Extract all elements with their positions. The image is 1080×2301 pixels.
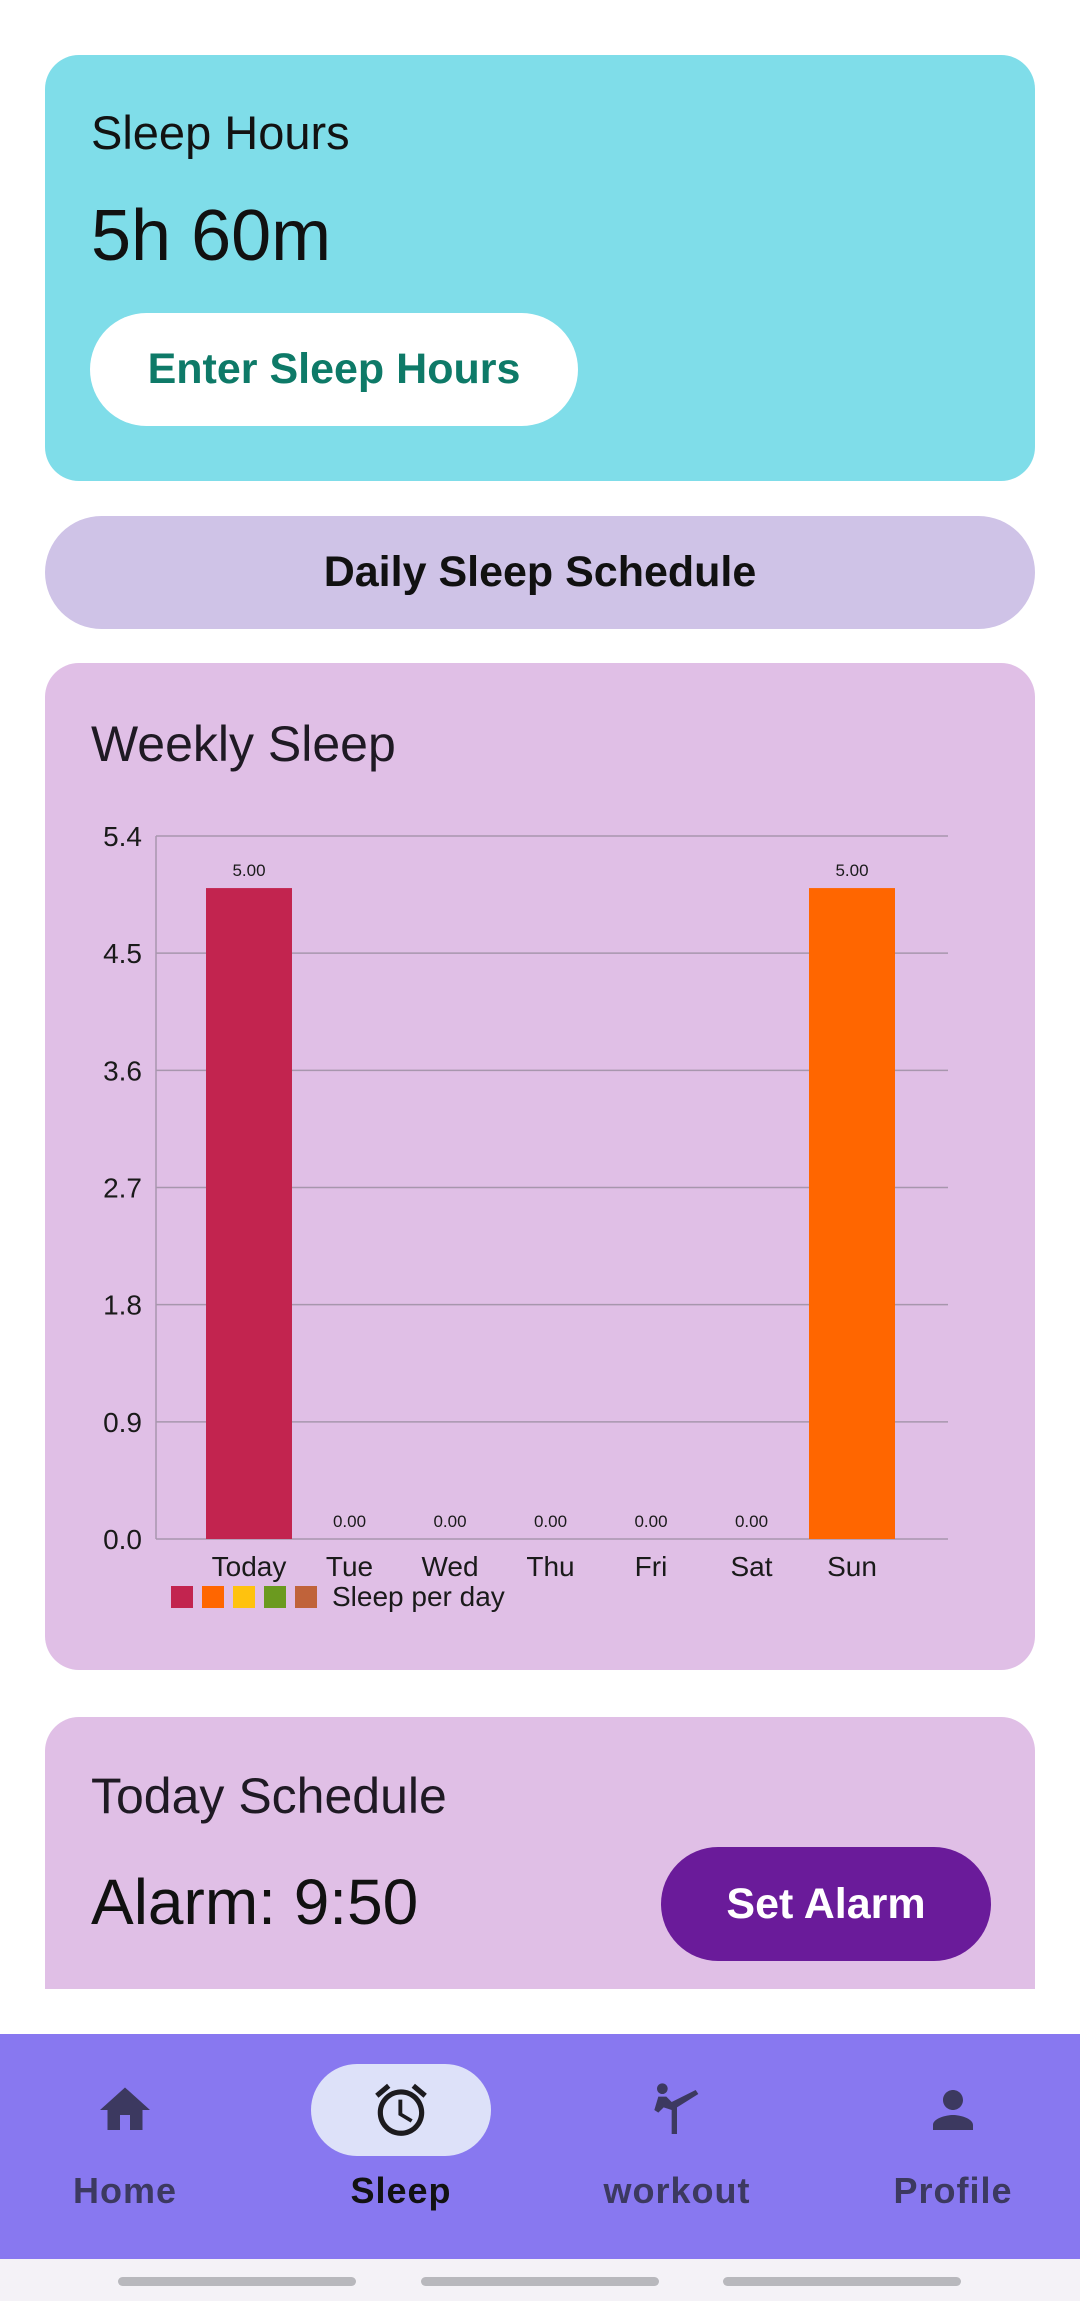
legend-label: Sleep per day bbox=[332, 1581, 505, 1612]
nav-label-home: Home bbox=[72, 2170, 178, 2211]
sleep-hours-card: Sleep Hours 5h 60m Enter Sleep Hours bbox=[45, 55, 1035, 481]
weekly-sleep-title: Weekly Sleep bbox=[91, 716, 396, 772]
nav-item-sleep[interactable]: Sleep bbox=[281, 2064, 521, 2234]
gesture-handle bbox=[421, 2277, 659, 2286]
weekly-sleep-chart: 0.0 0.9 1.8 2.7 3.6 4.5 5.4 5.00 Today 0.00 Tue 0.0… bbox=[103, 821, 948, 1612]
sleep-hours-value: 5h 60m bbox=[91, 196, 332, 276]
x-tick-label: Wed bbox=[421, 1551, 478, 1582]
y-tick-label: 0.0 bbox=[103, 1524, 142, 1555]
set-alarm-button[interactable]: Set Alarm bbox=[661, 1847, 991, 1961]
bar-value-label: 0.00 bbox=[534, 1512, 567, 1531]
y-tick-label: 4.5 bbox=[103, 938, 142, 969]
x-tick-label: Thu bbox=[526, 1551, 574, 1582]
x-tick-label: Today bbox=[212, 1551, 287, 1582]
alarm-time: Alarm: 9:50 bbox=[91, 1866, 419, 1938]
nav-pill-workout bbox=[587, 2064, 767, 2156]
bottom-navigation: Home Sleep workout bbox=[0, 2034, 1080, 2259]
bar-sun bbox=[809, 888, 895, 1539]
nav-label-workout: workout bbox=[603, 2170, 751, 2211]
y-tick-label: 0.9 bbox=[103, 1407, 142, 1438]
nav-pill-home bbox=[35, 2064, 215, 2156]
gesture-handle bbox=[118, 2277, 356, 2286]
sleep-hours-title: Sleep Hours bbox=[91, 106, 350, 159]
legend-swatch bbox=[264, 1586, 286, 1608]
system-gesture-bar bbox=[0, 2259, 1080, 2301]
today-schedule-card: Today Schedule Alarm: 9:50 Set Alarm bbox=[45, 1717, 1035, 1989]
nav-label-sleep: Sleep bbox=[350, 2170, 452, 2211]
martial-arts-icon bbox=[654, 2083, 699, 2134]
nav-label-profile: Profile bbox=[893, 2170, 1013, 2211]
nav-pill-sleep bbox=[311, 2064, 491, 2156]
x-tick-label: Sat bbox=[730, 1551, 772, 1582]
legend-swatch bbox=[233, 1586, 255, 1608]
nav-item-workout[interactable]: workout bbox=[557, 2064, 797, 2234]
legend-swatch bbox=[202, 1586, 224, 1608]
legend-swatch bbox=[171, 1586, 193, 1608]
home-icon bbox=[100, 2087, 150, 2130]
alarm-clock-icon bbox=[375, 2083, 427, 2136]
x-tick-label: Tue bbox=[326, 1551, 373, 1582]
gesture-handle bbox=[723, 2277, 961, 2286]
y-tick-label: 3.6 bbox=[103, 1055, 142, 1086]
bar-value-label: 0.00 bbox=[433, 1512, 466, 1531]
x-tick-label: Fri bbox=[635, 1551, 668, 1582]
bar-value-label: 0.00 bbox=[333, 1512, 366, 1531]
bar-value-label: 0.00 bbox=[634, 1512, 667, 1531]
bar-value-label: 5.00 bbox=[232, 861, 265, 880]
enter-sleep-hours-button[interactable]: Enter Sleep Hours bbox=[90, 313, 578, 426]
y-tick-label: 5.4 bbox=[103, 821, 142, 852]
nav-item-profile[interactable]: Profile bbox=[833, 2064, 1073, 2234]
nav-pill-profile bbox=[863, 2064, 1043, 2156]
bar-value-label: 0.00 bbox=[735, 1512, 768, 1531]
legend-swatch bbox=[295, 1586, 317, 1608]
bar-today bbox=[206, 888, 292, 1539]
weekly-sleep-card: Weekly Sleep 0.0 0.9 1.8 2.7 3.6 4.5 5.4 5.00 To… bbox=[45, 663, 1035, 1670]
nav-item-home[interactable]: Home bbox=[5, 2064, 245, 2234]
x-tick-label: Sun bbox=[827, 1551, 877, 1582]
bar-value-label: 5.00 bbox=[835, 861, 868, 880]
y-tick-label: 1.8 bbox=[103, 1290, 142, 1321]
today-schedule-title: Today Schedule bbox=[91, 1768, 447, 1824]
person-icon bbox=[933, 2090, 973, 2130]
daily-sleep-schedule-button[interactable]: Daily Sleep Schedule bbox=[45, 516, 1035, 629]
y-tick-label: 2.7 bbox=[103, 1173, 142, 1204]
